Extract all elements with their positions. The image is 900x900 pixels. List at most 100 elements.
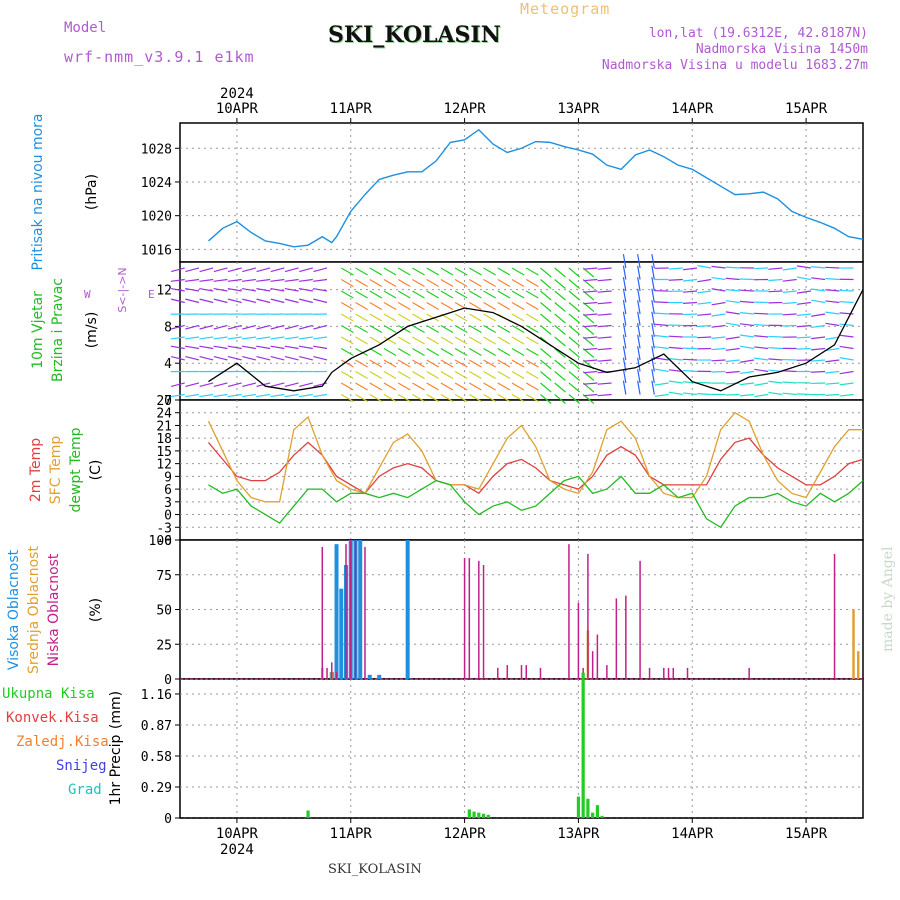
wind-arrow [426,301,440,310]
y-tick-label: -6 [156,534,172,549]
wind-arrow [469,290,482,299]
x-tick-label-bottom: 15APR [785,826,828,842]
wind-arrow [637,254,641,269]
x-tick-label-top: 14APR [671,101,714,117]
wind-arrow [739,370,754,375]
wind-arrow [622,277,627,292]
wind-arrow [383,267,397,276]
wind-arrow [412,370,425,379]
model-name: wrf-nmm_v3.9.1 e1km [64,48,255,66]
wind-arrow [525,370,539,379]
wind-arrow [227,356,242,361]
y-tick-label: 24 [156,407,172,422]
wind-arrow [426,382,440,391]
wind-arrow [768,290,783,293]
wind-arrow [426,313,440,322]
high-cloud-bar [358,540,363,679]
wind-arrow [540,302,552,312]
wind-arrow [284,345,299,350]
wind-arrow [583,313,598,316]
precip-bar [591,812,595,818]
wind-arrow [241,287,256,292]
wind-arrow [782,324,797,327]
wind-arrow [483,324,496,333]
wind-arrow [383,347,397,356]
wind-arrow [298,336,313,340]
wind-arrow [583,347,598,351]
wind-arrow [256,345,271,350]
wind-arrow [568,290,581,301]
wind-arrow [469,382,482,391]
wind-arrow [782,290,797,294]
low-cloud-bar [639,560,641,679]
wind-arrow [454,359,468,368]
wind-arrow [483,393,496,402]
wind-arrow [256,287,271,292]
wind-arrow [213,287,228,292]
y-tick-label: 50 [156,604,172,619]
x-tick-label-top: 15APR [785,101,828,117]
precip-bar [486,814,490,818]
precip-bar [306,810,310,818]
wind-arrow [768,347,783,350]
wind-arrow [369,301,383,310]
wind-arrow [668,335,683,338]
wind-arrow [825,347,840,352]
wind-arrow [171,298,185,304]
pressure-title: Pritisak na nivou mora [30,113,46,270]
wind-arrow [270,356,285,361]
precip-bar [477,812,481,818]
wind-arrow [298,287,313,292]
wind-arrow [511,267,525,276]
wind-arrow [426,336,440,345]
wind-arrow [284,336,299,340]
y-tick-label: 21 [156,419,172,434]
wind-arrow [426,267,440,276]
wind-arrow [711,370,726,373]
wind-arrow [668,369,683,373]
snow-label: Snijeg [56,758,107,774]
wind-arrow [554,394,566,404]
wind-arrow [796,301,811,305]
wind-arrow [454,370,468,379]
wind-arrow [697,278,712,283]
wind-arrow [739,345,755,350]
wind-arrow [525,393,539,402]
wind-arrow [654,334,669,338]
wind-arrow [597,393,612,397]
wind-arrow [651,311,655,326]
wind-arrow [554,267,566,278]
wind-arrow [256,356,271,361]
wind-arrow [637,265,641,280]
wind-arrow [782,313,797,316]
wind-arrow [213,382,228,388]
wind-arrow [383,278,397,287]
wind-arrow [839,334,854,338]
wind-arrow [711,359,726,362]
wind-arrow [185,393,200,398]
wind-compass-ns: S<-|->N [116,267,129,312]
wind-arrow [554,290,566,301]
wind-arrow [383,301,397,310]
wind-arrow [213,336,228,340]
wind-arrow [483,370,496,379]
wind-arrow [597,290,612,293]
wind-arrow [454,313,468,322]
precip-bar [467,809,471,818]
wind-arrow [622,323,627,338]
freezing-rain-label: Zaledj.Kisa [16,734,109,750]
wind-arrow [412,359,425,368]
wind-arrow [426,347,440,356]
wind-arrow [284,356,299,361]
wind-arrow [525,324,539,333]
wind-arrow [511,301,525,310]
low-cloud-bar [335,672,338,679]
wind-arrow [583,370,598,374]
wind-arrow [383,290,397,299]
y-tick-label: 0 [164,673,172,688]
y-tick-label: 12 [156,458,172,473]
y-tick-label: 1028 [141,142,172,157]
wind-arrow [739,323,754,327]
wind-arrow [412,278,425,287]
wind-arrow [583,382,598,385]
